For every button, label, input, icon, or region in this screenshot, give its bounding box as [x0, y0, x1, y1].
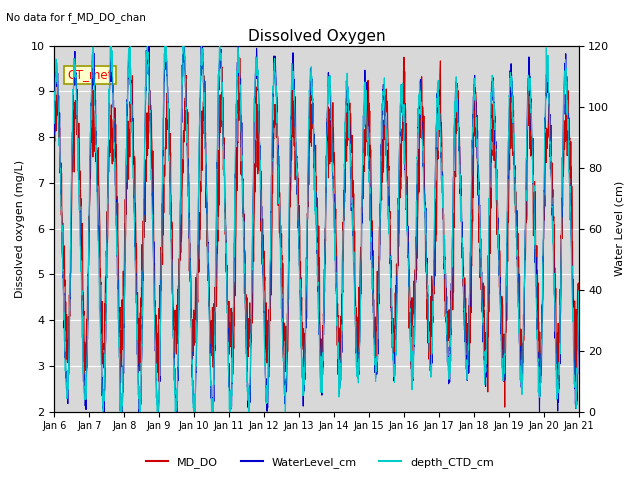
- Title: Dissolved Oxygen: Dissolved Oxygen: [248, 29, 385, 44]
- Text: No data for f_MD_DO_chan: No data for f_MD_DO_chan: [6, 12, 147, 23]
- Legend: MD_DO, WaterLevel_cm, depth_CTD_cm: MD_DO, WaterLevel_cm, depth_CTD_cm: [141, 452, 499, 472]
- Text: GT_met: GT_met: [67, 69, 113, 82]
- Y-axis label: Water Level (cm): Water Level (cm): [615, 181, 625, 276]
- Y-axis label: Dissolved oxygen (mg/L): Dissolved oxygen (mg/L): [15, 159, 25, 298]
